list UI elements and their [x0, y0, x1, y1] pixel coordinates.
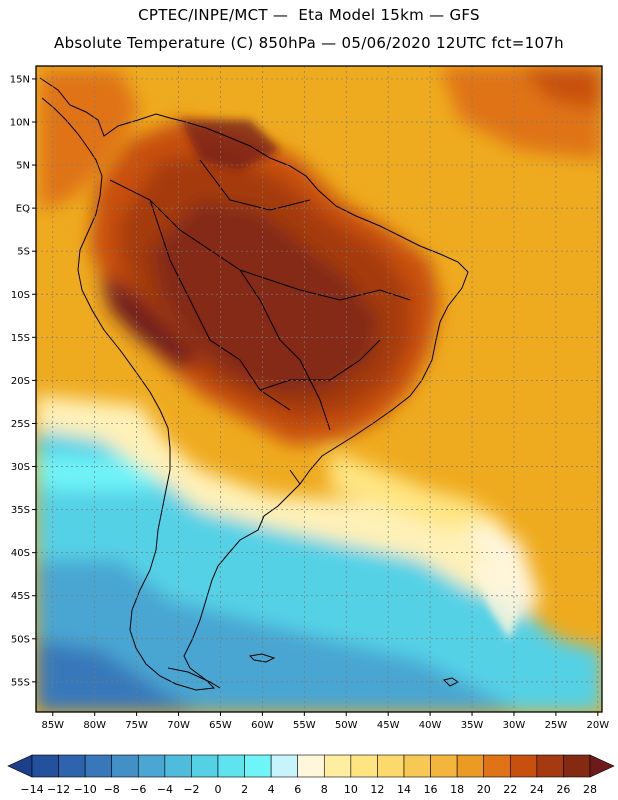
lon-label: 45W	[377, 720, 400, 731]
colorbar-swatch	[31, 754, 59, 778]
lon-label: 85W	[41, 720, 64, 731]
colorbar-label: 10	[344, 783, 358, 796]
colorbar-swatch	[217, 754, 245, 778]
lat-label: 20S	[11, 376, 30, 387]
colorbar-swatch	[456, 754, 485, 778]
colorbar-swatch	[244, 754, 272, 778]
lat-lon-grid	[36, 66, 602, 712]
colorbar-label: 12	[370, 783, 384, 796]
colorbar-swatch	[430, 754, 458, 778]
longitude-labels: 85W 80W 75W 70W 65W 60W 55W 50W 45W 40W 35W 30W 25W 2…	[41, 712, 609, 731]
lat-label: 50S	[11, 634, 30, 645]
colorbar-swatch	[377, 754, 405, 778]
lat-label: EQ	[16, 204, 30, 215]
lon-label: 70W	[167, 720, 190, 731]
lon-label: 20W	[586, 720, 609, 731]
colorbar-label: −8	[104, 783, 120, 796]
temperature-field	[36, 66, 602, 712]
lon-label: 50W	[335, 720, 358, 731]
lat-label: 45S	[11, 591, 30, 602]
colorbar-swatch	[403, 754, 431, 778]
colorbar-swatch	[164, 754, 192, 778]
lon-label: 55W	[293, 720, 316, 731]
colorbar-swatch	[536, 754, 564, 778]
lon-label: 30W	[503, 720, 526, 731]
colorbar-label: 4	[268, 783, 275, 796]
colorbar-swatch	[483, 754, 511, 778]
colorbar-swatch	[191, 754, 219, 778]
colorbar-label: 22	[503, 783, 517, 796]
colorbar-label: 0	[215, 783, 222, 796]
lon-label: 60W	[251, 720, 274, 731]
colorbar-swatch	[323, 754, 352, 778]
colorbar-swatch	[563, 754, 591, 778]
map-frame	[35, 65, 603, 713]
lat-label: 15S	[11, 333, 30, 344]
colorbar-low-arrow	[7, 754, 33, 778]
lon-label: 25W	[545, 720, 568, 731]
colorbar-label: −14	[20, 783, 43, 796]
latitude-labels: 15N 10N 5N EQ 5S 10S 15S 20S 25S 30S 35S 40S 45S 50S 5…	[10, 74, 36, 688]
lat-label: 10S	[11, 290, 30, 301]
colorbar-swatch	[137, 754, 166, 778]
lat-label: 40S	[11, 548, 30, 559]
colorbar-label: 26	[556, 783, 570, 796]
lon-label: 75W	[125, 720, 148, 731]
map-title-line-1: CPTEC/INPE/MCT — Eta Model 15km — GFS	[138, 6, 480, 24]
colorbar-swatch	[297, 754, 325, 778]
colorbar-label: 16	[424, 783, 438, 796]
colorbar-label: 20	[477, 783, 491, 796]
lat-label: 25S	[11, 419, 30, 430]
lat-label: 30S	[11, 462, 30, 473]
colorbar-label: 28	[583, 783, 597, 796]
colorbar-label: 18	[450, 783, 464, 796]
colorbar-label: 2	[241, 783, 248, 796]
lat-label: 55S	[11, 677, 30, 688]
colorbar-label: 14	[397, 783, 411, 796]
colorbar-swatch	[270, 754, 299, 778]
lon-label: 35W	[461, 720, 484, 731]
colorbar-label: −6	[130, 783, 146, 796]
lat-label: 35S	[11, 505, 30, 516]
lon-label: 65W	[209, 720, 232, 731]
colorbar-label: 6	[294, 783, 301, 796]
colorbar-swatch	[509, 754, 538, 778]
colorbar-swatch	[58, 754, 86, 778]
colorbar-label: −12	[47, 783, 70, 796]
colorbar-label: 24	[530, 783, 544, 796]
colorbar-swatch	[111, 754, 139, 778]
lat-label: 5N	[16, 161, 30, 172]
colorbar-swatch	[350, 754, 378, 778]
colorbar-label: −10	[74, 783, 97, 796]
colorbar-label: −4	[157, 783, 173, 796]
colorbar-swatch	[84, 754, 113, 778]
colorbar-high-arrow	[589, 754, 615, 778]
coastlines	[39, 77, 469, 691]
lat-label: 10N	[10, 117, 30, 128]
lon-label: 80W	[83, 720, 106, 731]
lon-label: 40W	[419, 720, 442, 731]
colorbar-label: 8	[321, 783, 328, 796]
colorbar-labels: −14 −12 −10 −8 −6 −4 −2 0 2 4 6 8 10 12 14 16 18 20 22 24 26…	[20, 783, 597, 796]
lat-label: 15N	[10, 74, 30, 85]
colorbar	[7, 754, 615, 778]
colorbar-label: −2	[183, 783, 199, 796]
map-title-line-2: Absolute Temperature (C) 850hPa — 05/06/…	[54, 34, 564, 52]
lat-label: 5S	[17, 247, 30, 258]
